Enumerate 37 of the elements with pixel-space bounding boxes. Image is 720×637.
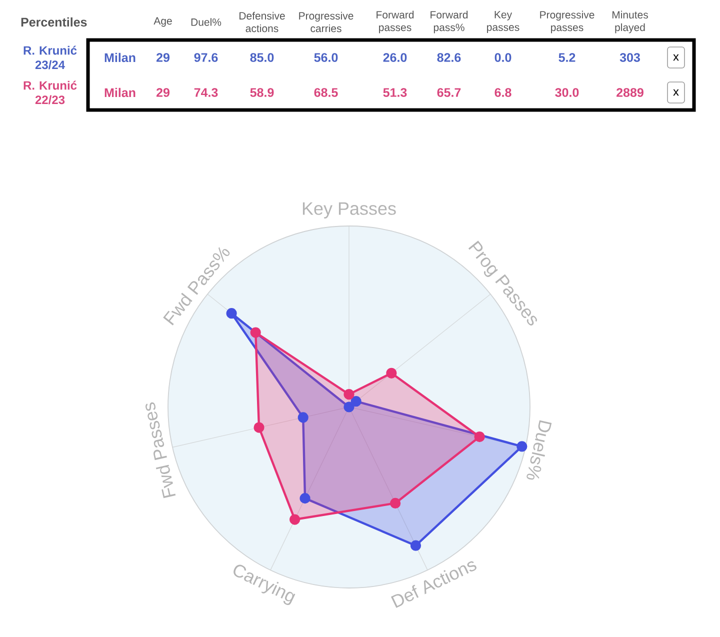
category-label: Forward pass% bbox=[430, 10, 468, 34]
data-label: 5.2 bbox=[558, 53, 576, 62]
data-label: 82.6 bbox=[437, 53, 461, 62]
data-label: 6.8 bbox=[494, 88, 512, 97]
data-label: 74.3 bbox=[194, 88, 218, 97]
legend-label: R. Krunić 23/24 bbox=[24, 46, 77, 70]
category-label: Duel% bbox=[191, 18, 222, 26]
spoke-label: Key Passes bbox=[302, 202, 396, 218]
category-label: Age bbox=[154, 17, 172, 27]
category-label: Minutes played bbox=[612, 10, 648, 34]
data-label: 303 bbox=[620, 53, 640, 62]
text: Milan bbox=[104, 88, 136, 98]
data-label: 2889 bbox=[616, 88, 644, 97]
data-label: 85.0 bbox=[250, 53, 274, 62]
data-label: 30.0 bbox=[555, 88, 579, 97]
data-label: 26.0 bbox=[383, 53, 407, 62]
data-label: 97.6 bbox=[194, 53, 218, 62]
category-label: Key passes bbox=[487, 11, 520, 34]
text: x bbox=[673, 89, 679, 96]
text: Percentiles bbox=[21, 17, 87, 27]
spoke-label: Duels% bbox=[526, 420, 552, 480]
text: Milan bbox=[104, 52, 136, 62]
data-label: 51.3 bbox=[383, 88, 407, 97]
data-label: 68.5 bbox=[314, 88, 338, 97]
spoke-label: Fwd Passes bbox=[146, 402, 176, 498]
data-label: 65.7 bbox=[437, 88, 461, 97]
category-label: Forward passes bbox=[376, 10, 414, 34]
data-label: 0.0 bbox=[494, 53, 512, 62]
data-label: 29 bbox=[156, 88, 170, 97]
data-label: 58.9 bbox=[250, 88, 274, 97]
category-label: Progressive passes bbox=[540, 10, 594, 34]
legend-label: R. Krunić 22/23 bbox=[24, 80, 77, 104]
category-label: Defensive actions bbox=[240, 12, 285, 32]
category-label: Progressive carries bbox=[299, 12, 354, 32]
data-label: 29 bbox=[156, 53, 170, 62]
data-label: 56.0 bbox=[314, 53, 338, 62]
text: x bbox=[673, 54, 679, 61]
